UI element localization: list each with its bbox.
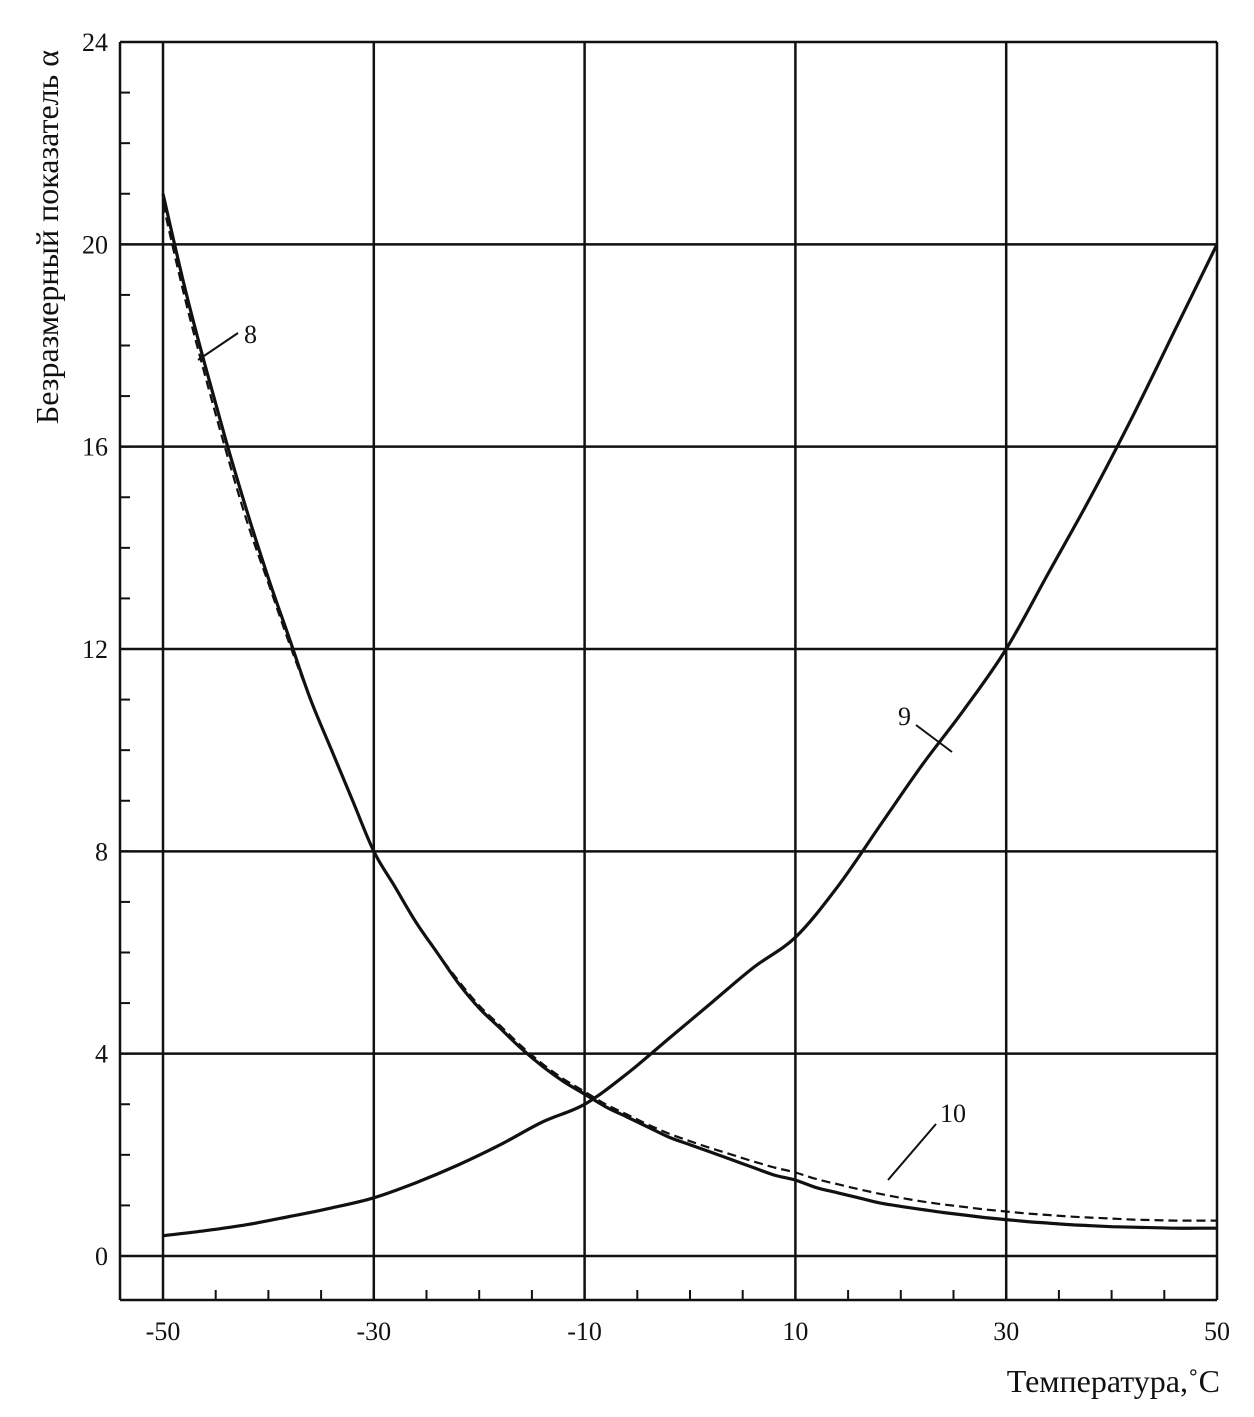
y-tick-label: 12 [82, 635, 108, 664]
y-tick-labels: 0 4 8 12 16 20 24 [82, 28, 108, 1271]
leader-line-8 [197, 332, 239, 361]
curve-labels: 8 9 10 [244, 320, 966, 1128]
series-line-8 [161, 193, 1217, 1230]
x-tick-label: 10 [782, 1317, 808, 1346]
y-tick-label: 16 [82, 433, 108, 462]
y-tick-label: 0 [95, 1242, 108, 1271]
x-tick-label: -50 [146, 1317, 181, 1346]
y-tick-label: 24 [82, 28, 108, 57]
x-tick-label: 50 [1204, 1317, 1230, 1346]
curve-label-8: 8 [244, 320, 257, 349]
curve-leader-lines [197, 332, 953, 1181]
x-tick-labels: -50 -30 -10 10 30 50 [146, 1317, 1230, 1346]
x-axis-title: Температура,˚С [1007, 1363, 1220, 1399]
x-tick-label: 30 [993, 1317, 1019, 1346]
grid-lines [120, 40, 1219, 1300]
series-line-9 [162, 243, 1219, 1238]
plot-frame [118, 42, 1217, 1302]
x-tick-label: -10 [567, 1317, 602, 1346]
curve-label-9: 9 [898, 702, 911, 731]
x-tick-label: -30 [356, 1317, 391, 1346]
y-tick-label: 20 [82, 230, 108, 259]
leader-line-9 [915, 724, 953, 753]
y-tick-label: 8 [95, 837, 108, 866]
series-line-10 [161, 203, 1217, 1222]
minor-ticks [120, 41, 1218, 1300]
series-layer [161, 193, 1219, 1238]
leader-line-10 [887, 1123, 937, 1181]
y-axis-title: Безразмерный показатель α [29, 50, 65, 424]
y-tick-label: 4 [95, 1040, 108, 1069]
curve-label-10: 10 [940, 1099, 966, 1128]
